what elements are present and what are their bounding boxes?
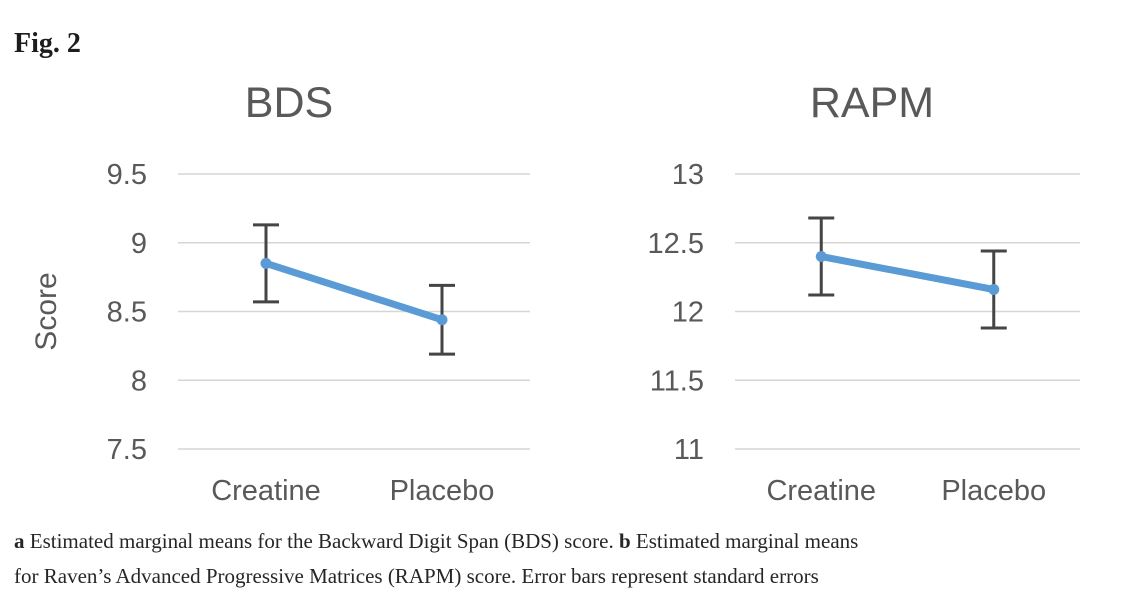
y-tick-label: 8.5: [107, 297, 147, 329]
y-tick-label: 8: [131, 365, 147, 397]
caption-text: Estimated marginal means: [630, 529, 859, 553]
caption-bold-marker: a: [14, 529, 25, 553]
rapm-chart: RAPM 13 12.5 12 11.5 11 Creatine Placebo: [648, 79, 1080, 507]
y-tick-label: 11: [674, 434, 704, 466]
y-tick-label: 12.5: [648, 228, 704, 260]
data-line: [262, 259, 446, 324]
caption-line-1: a Estimated marginal means for the Backw…: [14, 524, 1119, 559]
y-tick-label: 13: [672, 159, 704, 191]
caption-text: for Raven’s Advanced Progressive Matrice…: [14, 564, 819, 588]
y-tick-label: 9: [131, 228, 147, 260]
caption-line-2: for Raven’s Advanced Progressive Matrice…: [14, 559, 1119, 594]
data-line: [817, 253, 998, 293]
y-axis-title: Score: [30, 272, 63, 350]
data-point-marker: [260, 257, 272, 269]
x-category-label: Placebo: [390, 475, 495, 507]
figure-label: Fig. 2: [14, 28, 81, 59]
data-point-marker: [436, 314, 448, 326]
chart-title: BDS: [245, 79, 333, 127]
y-tick-label: 7.5: [107, 434, 147, 466]
data-point-marker: [988, 284, 1000, 295]
figure-caption: a Estimated marginal means for the Backw…: [14, 524, 1119, 594]
y-tick-label: 12: [672, 297, 704, 329]
caption-text: Estimated marginal means for the Backwar…: [24, 529, 619, 553]
chart-title: RAPM: [810, 79, 934, 127]
y-tick-label: 11.5: [650, 365, 704, 397]
caption-bold-marker: b: [618, 529, 631, 553]
x-category-label: Creatine: [211, 475, 321, 507]
y-tick-label: 9.5: [107, 159, 147, 191]
bds-chart: BDS 9.5 9 8.5 8 7.5 Creatine Placebo Score: [30, 79, 530, 507]
x-category-label: Creatine: [766, 475, 876, 507]
data-point-marker: [815, 251, 827, 262]
x-category-label: Placebo: [941, 475, 1046, 507]
